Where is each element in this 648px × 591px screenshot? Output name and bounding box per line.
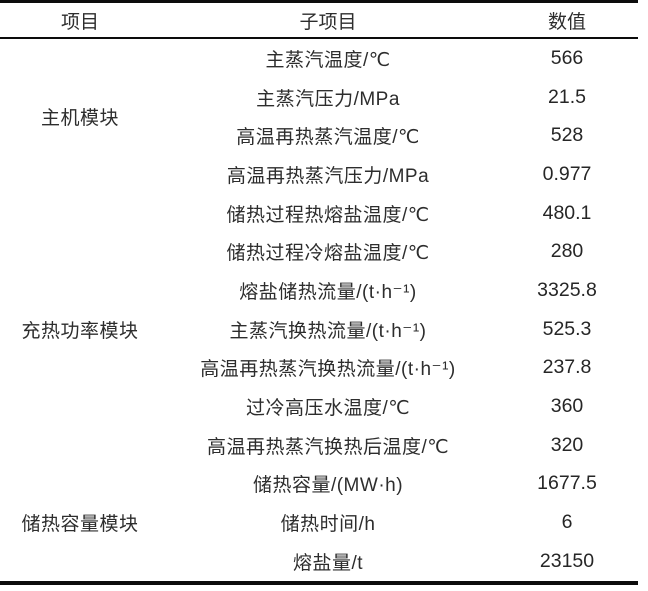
value-cell: 480.1 bbox=[542, 201, 592, 224]
group-cell-charging-power-module: 充热功率模块 bbox=[21, 320, 139, 342]
sub-item-cell: 高温再热蒸汽温度/℃ bbox=[236, 127, 420, 149]
value-cell: 320 bbox=[550, 433, 584, 456]
table-row: 高温再热蒸汽换热后温度/℃ 320 bbox=[0, 426, 638, 465]
table-row: 高温再热蒸汽压力/MPa 0.977 bbox=[0, 155, 638, 194]
header-row: 项目 子项目 数值 bbox=[0, 1, 638, 39]
table-body: 主机模块 主蒸汽温度/℃ 566 主蒸汽压力/MPa 21.5 高温再热蒸汽温度… bbox=[0, 38, 638, 583]
value-cell: 280 bbox=[550, 240, 584, 263]
sub-item-cell: 高温再热蒸汽换热后温度/℃ bbox=[206, 436, 450, 458]
group-cell-storage-capacity-module: 储热容量模块 bbox=[21, 514, 139, 536]
sub-item-cell: 高温再热蒸汽压力/MPa bbox=[226, 165, 430, 187]
sub-item-cell: 熔盐量/t bbox=[292, 552, 364, 574]
table-row: 熔盐量/t 23150 bbox=[0, 542, 638, 583]
sub-item-cell: 主蒸汽压力/MPa bbox=[256, 88, 400, 110]
table-row: 储热容量模块 储热容量/(MW·h) 1677.5 bbox=[0, 465, 638, 535]
sub-item-cell: 熔盐储热流量/(t·h⁻¹) bbox=[239, 281, 417, 303]
value-cell: 21.5 bbox=[548, 85, 586, 108]
col-header-subitem: 子项目 bbox=[160, 1, 496, 39]
value-cell: 360 bbox=[550, 395, 584, 418]
table-row: 主蒸汽压力/MPa 21.5 bbox=[0, 78, 638, 117]
col-header-item: 项目 bbox=[0, 1, 160, 39]
table-row: 充热功率模块 储热过程热熔盐温度/℃ 480.1 bbox=[0, 194, 638, 342]
col-header-value: 数值 bbox=[496, 1, 638, 39]
table-row: 高温再热蒸汽温度/℃ 528 bbox=[0, 116, 638, 155]
table-header: 项目 子项目 数值 bbox=[0, 1, 638, 39]
value-cell: 525.3 bbox=[542, 317, 592, 340]
table-row: 熔盐储热流量/(t·h⁻¹) 3325.8 bbox=[0, 271, 638, 310]
table-row: 主机模块 主蒸汽温度/℃ 566 bbox=[0, 38, 638, 129]
group-cell-main-module: 主机模块 bbox=[40, 107, 119, 129]
value-cell: 6 bbox=[561, 511, 573, 534]
sub-item-cell: 高温再热蒸汽换热流量/(t·h⁻¹) bbox=[200, 359, 456, 381]
value-cell: 1677.5 bbox=[537, 472, 597, 495]
value-cell: 0.977 bbox=[542, 162, 592, 185]
sub-item-cell: 过冷高压水温度/℃ bbox=[245, 398, 411, 420]
sub-item-cell: 储热时间/h bbox=[280, 514, 376, 536]
value-cell: 566 bbox=[550, 46, 584, 69]
sub-item-cell: 储热过程热熔盐温度/℃ bbox=[226, 204, 430, 226]
sub-item-cell: 储热过程冷熔盐温度/℃ bbox=[226, 243, 430, 265]
table-row: 储热时间/h 6 bbox=[0, 503, 638, 542]
table-row: 主蒸汽换热流量/(t·h⁻¹) 525.3 bbox=[0, 310, 638, 349]
value-cell: 528 bbox=[550, 124, 584, 147]
value-cell: 3325.8 bbox=[537, 278, 597, 301]
table-row: 高温再热蒸汽换热流量/(t·h⁻¹) 237.8 bbox=[0, 349, 638, 388]
sub-item-cell: 储热容量/(MW·h) bbox=[252, 475, 404, 497]
sub-item-cell: 主蒸汽温度/℃ bbox=[265, 49, 391, 71]
table-row: 过冷高压水温度/℃ 360 bbox=[0, 387, 638, 426]
parameters-table: 项目 子项目 数值 主机模块 主蒸汽温度/℃ 566 主蒸汽压力/MPa 21.… bbox=[0, 0, 638, 585]
table-row: 储热过程冷熔盐温度/℃ 280 bbox=[0, 232, 638, 271]
value-cell: 237.8 bbox=[542, 356, 592, 379]
sub-item-cell: 主蒸汽换热流量/(t·h⁻¹) bbox=[229, 320, 427, 342]
value-cell: 23150 bbox=[539, 549, 595, 572]
